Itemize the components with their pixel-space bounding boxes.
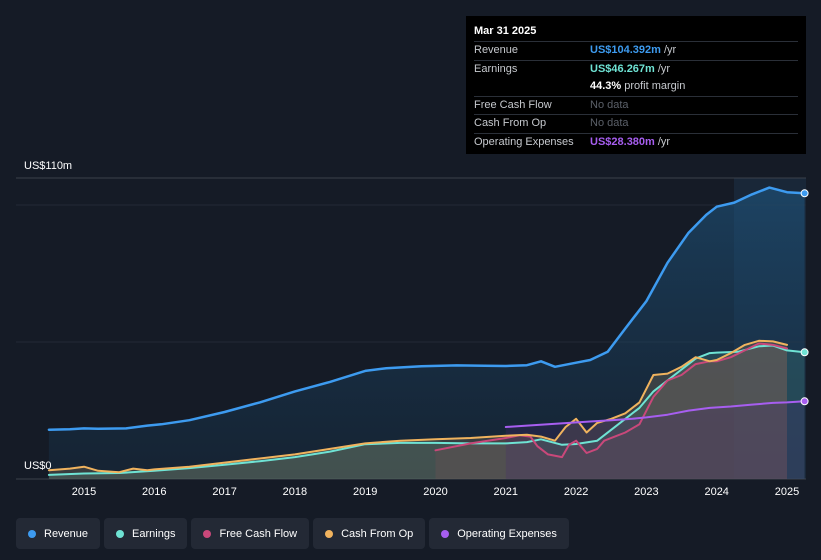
series-line-cash-from-op[interactable] [47,339,788,474]
tooltip-row-label: Free Cash Flow [474,98,552,111]
data-tooltip: Mar 31 2025 Revenue US$104.392m/yr Earning… [466,16,806,154]
legend-item-cash-from-op[interactable]: Cash From Op [313,518,426,549]
series-area-cash-from-op [48,340,787,479]
tooltip-row-value: 44.3% [590,80,622,92]
series-area-operating-expenses [505,401,805,479]
tooltip-row-unit: /yr [657,62,671,75]
chart-canvas: 2015 2016 2017 2018 2019 2020 2021 2022 2023 2024… [16,177,809,498]
legend-item-operating-expenses[interactable]: Operating Expenses [429,518,569,549]
legend-dot-icon [325,529,334,538]
tooltip-row-label [474,78,590,96]
tooltip-row-label: Operating Expenses [474,135,574,148]
tooltip-row-unit: /yr [663,44,677,56]
legend-dot-icon [203,529,212,538]
tooltip-date: Mar 31 2025 [474,25,537,37]
tooltip-row: Cash From Op No data [474,114,798,133]
tooltip-row: Free Cash Flow No data [474,95,798,115]
y-axis-bottom-label: US$0 [24,460,52,472]
x-tick-label: 2017 [212,486,236,498]
legend-label: Operating Expenses [457,527,557,540]
tooltip-row-value: US$104.392m [590,44,661,56]
tooltip-row: 44.3% profit margin [474,78,798,96]
x-tick-label: 2019 [353,486,377,498]
x-tick-label: 2016 [142,486,166,498]
tooltip-row-unit: /yr [657,135,671,148]
tooltip-row: Revenue US$104.392m/yr [474,41,798,60]
legend-dot-icon [441,529,450,538]
x-tick-label: 2018 [283,486,307,498]
series-endpoint-operating-expenses[interactable] [800,397,809,406]
series-line-operating-expenses[interactable] [504,400,806,428]
series-area-earnings [48,345,805,479]
tooltip-row-value: No data [590,117,629,129]
tooltip-row-value: US$46.267m [590,62,655,75]
y-axis-top-label: US$110m [24,160,73,172]
legend-item-earnings[interactable]: Earnings [104,518,188,549]
legend-label: Revenue [44,527,89,540]
tooltip-row-value: US$28.380m [590,135,655,148]
series-area-revenue [48,187,805,479]
x-tick-label: 2024 [704,486,728,498]
series-line-free-cash-flow[interactable] [434,342,788,459]
tooltip-row: Earnings US$46.267m/yr [474,59,798,79]
tooltip-row-label: Cash From Op [474,117,547,129]
tooltip-row-label: Revenue [474,44,519,56]
legend-item-free-cash-flow[interactable]: Free Cash Flow [191,518,310,549]
x-tick-label: 2021 [494,486,518,498]
series-line-revenue[interactable] [47,186,806,431]
legend-label: Cash From Op [341,527,414,540]
x-tick-label: 2020 [423,486,447,498]
series-line-earnings[interactable] [47,344,806,476]
legend: Revenue Earnings Free Cash Flow Cash From O… [16,518,569,549]
legend-item-revenue[interactable]: Revenue [16,518,101,549]
legend-label: Earnings [132,527,176,540]
x-tick-label: 2023 [634,486,658,498]
x-tick-label: 2015 [72,486,96,498]
legend-dot-icon [116,529,125,538]
x-tick-label: 2022 [564,486,588,498]
tooltip-row-label: Earnings [474,62,518,75]
tooltip-row-unit: profit margin [624,80,686,92]
series-endpoint-revenue[interactable] [800,189,809,198]
tooltip-row: Operating Expenses US$28.380m/yr [474,132,798,152]
tooltip-row-value: No data [590,98,629,111]
x-tick-label: 2025 [775,486,799,498]
legend-dot-icon [28,529,36,538]
series-area-free-cash-flow [435,343,787,479]
series-endpoint-earnings[interactable] [800,348,809,357]
legend-label: Free Cash Flow [219,527,298,540]
